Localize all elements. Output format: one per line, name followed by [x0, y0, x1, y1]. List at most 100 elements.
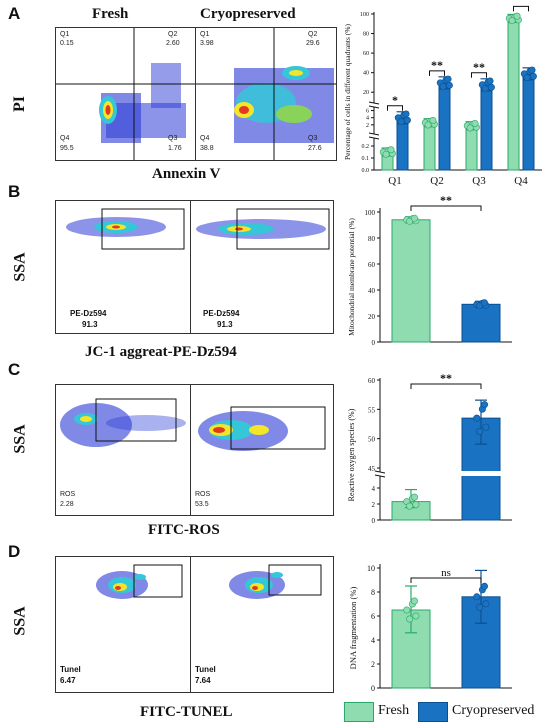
data-point	[481, 401, 489, 409]
y-tick-label: 60	[363, 51, 369, 57]
data-point	[411, 597, 419, 605]
bar	[507, 17, 520, 171]
flow-density-d-fresh	[96, 564, 183, 599]
data-point	[513, 12, 521, 20]
data-point	[439, 83, 447, 91]
flow-density-d-cryo	[229, 564, 322, 599]
axis-break-mark	[368, 132, 380, 136]
significance-label: **	[515, 2, 527, 7]
significance-bracket	[471, 72, 487, 78]
data-point	[508, 17, 516, 25]
flow-plot-d-cryo: Tunel 7.64	[190, 556, 334, 693]
panel-b-y-axis-label: SSA	[11, 252, 29, 282]
axis-break-mark	[374, 474, 386, 478]
data-point	[529, 72, 537, 80]
axis-break-mark	[368, 101, 380, 105]
panel-a-y-axis-label: PI	[11, 96, 28, 112]
significance-bracket	[410, 383, 482, 389]
significance-label: **	[440, 193, 452, 207]
data-point	[481, 582, 489, 590]
y-tick-label: 4	[366, 116, 369, 122]
y-axis-label: DNA fragmentation (%)	[348, 587, 358, 670]
y-tick-label: 0.0	[362, 168, 370, 174]
quadrant-label: Q3	[168, 135, 178, 142]
flow-plot-a-cryo: Q1 3.98 Q2 29.6 Q4 38.8 Q3 27.6	[195, 27, 337, 161]
bar	[438, 82, 451, 171]
data-point	[403, 606, 411, 614]
significance-label: **	[473, 60, 485, 74]
data-point	[487, 83, 495, 91]
significance-label: **	[440, 371, 452, 385]
flow-density-a-cryo	[196, 28, 336, 160]
panel-a-x-axis-label: Annexin V	[152, 166, 221, 182]
y-tick-label: 50	[368, 436, 376, 444]
y-tick-label: 20	[363, 90, 369, 96]
data-point	[481, 85, 489, 93]
quadrant-value: 3.98	[200, 40, 214, 47]
bar	[522, 73, 535, 171]
panel-c-y-axis-label: SSA	[11, 424, 29, 454]
data-point	[445, 81, 453, 89]
y-tick-label: 2	[371, 660, 375, 669]
flow-density-a-fresh	[56, 28, 196, 160]
y-tick-label: 6	[371, 612, 375, 621]
gate-value: 53.5	[195, 501, 209, 508]
data-point	[466, 124, 474, 132]
flow-density-b-cryo	[196, 208, 330, 250]
significance-bracket	[387, 105, 403, 111]
y-tick-label: 0	[371, 684, 375, 693]
significance-bracket	[410, 577, 482, 583]
quadrant-label: Q2	[168, 31, 178, 38]
panel-a-col-fresh: Fresh	[92, 6, 129, 22]
flow-density-b-fresh	[66, 208, 185, 250]
gate-value: 6.47	[60, 676, 76, 685]
significance-bracket	[410, 205, 482, 211]
y-tick-label: 60	[368, 377, 376, 385]
quadrant-label: Q3	[308, 135, 318, 142]
y-tick-label: 4	[371, 636, 375, 645]
bar-chart-a: 0.0 0.1 0.2 246 20 40 60 80 100 Percentage of cel…	[343, 2, 542, 187]
y-tick-label: 45	[368, 465, 376, 473]
y-tick-label: 0.1	[362, 156, 370, 162]
flow-plot-d-fresh: Tunel 6.47	[55, 556, 192, 693]
quadrant-value: 29.6	[306, 40, 320, 47]
y-tick-label: 80	[368, 235, 376, 243]
panel-d-x-axis-label: FITC-TUNEL	[140, 704, 233, 720]
legend-label-cryo: Cryopreserved	[452, 703, 535, 718]
gate-name: ROS	[60, 491, 76, 498]
quadrant-value: 27.6	[308, 145, 322, 152]
y-tick-label: 55	[368, 406, 376, 414]
gate-value: 2.28	[60, 501, 74, 508]
data-point	[481, 299, 489, 307]
data-point	[429, 116, 437, 124]
panel-letter-a: A	[8, 4, 21, 23]
x-tick-label: Q1	[388, 175, 401, 187]
data-point	[411, 214, 419, 222]
data-point	[402, 110, 410, 118]
axis-break-mark	[374, 470, 386, 474]
panel-c-x-axis-label: FITC-ROS	[148, 522, 220, 538]
bar	[396, 117, 409, 171]
quadrant-label: Q4	[200, 135, 210, 142]
data-point	[406, 615, 414, 623]
bar-break-gap	[461, 471, 501, 476]
data-point	[382, 150, 390, 158]
data-point	[523, 74, 531, 82]
data-point	[444, 75, 452, 83]
data-point	[424, 121, 432, 129]
y-tick-label: 4	[372, 485, 376, 493]
data-point	[412, 501, 420, 509]
axis-break-mark	[368, 136, 380, 140]
panel-letter-b: B	[8, 182, 21, 201]
flow-plot-b-fresh: PE-Dz594 91.3	[55, 200, 192, 334]
y-tick-label: 2	[372, 501, 376, 509]
bar	[461, 303, 501, 343]
bar-chart-d: 0 2 4 6 8 10 DNA fragmentation (%) ns	[348, 564, 512, 693]
bar-chart-b: 0 20 40 60 80 100 Mitochondrial membrane poten…	[347, 193, 512, 347]
y-axis-label: Reactive oxygen species (%)	[347, 408, 356, 501]
data-point	[397, 118, 405, 126]
significance-bracket	[513, 5, 529, 12]
quadrant-label: Q2	[308, 31, 318, 38]
quadrant-label: Q1	[200, 31, 210, 38]
gate-name: PE-Dz594	[203, 309, 240, 318]
